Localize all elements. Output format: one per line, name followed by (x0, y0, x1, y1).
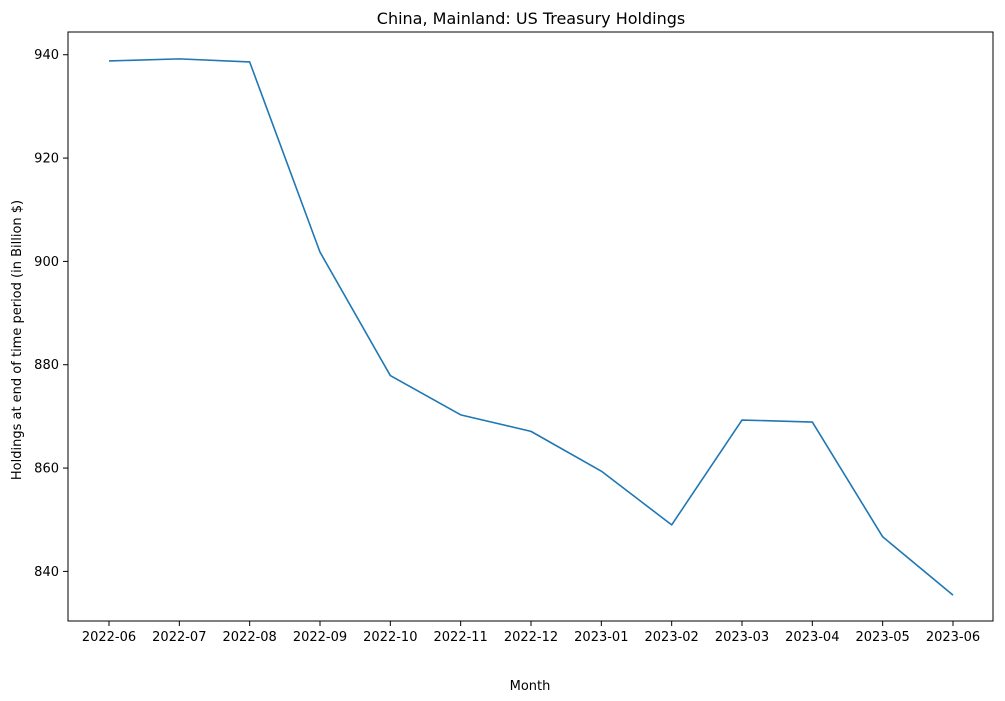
x-tick-label: 2023-05 (856, 630, 910, 645)
x-tick-label: 2023-01 (574, 630, 628, 645)
y-tick-label: 860 (34, 462, 59, 477)
x-axis: 2022-06 2022-07 2022-08 2022-09 2022-10 2022-… (82, 621, 980, 645)
x-axis-label: Month (510, 679, 551, 694)
x-tick-label: 2023-04 (785, 630, 839, 645)
x-tick-label: 2022-11 (434, 630, 488, 645)
x-tick-label: 2022-12 (504, 630, 558, 645)
series-line (108, 58, 954, 596)
x-tick-label: 2022-10 (363, 630, 417, 645)
x-tick-label: 2022-07 (152, 630, 206, 645)
y-tick-label: 940 (34, 48, 59, 63)
x-tick-label: 2023-03 (715, 630, 769, 645)
x-tick-label: 2023-06 (926, 630, 980, 645)
y-tick-label: 840 (34, 565, 59, 580)
y-axis-label: Holdings at end of time period (in Billi… (10, 200, 25, 480)
x-tick-label: 2022-08 (223, 630, 277, 645)
x-tick-label: 2022-06 (82, 630, 136, 645)
y-tick-label: 920 (34, 152, 59, 167)
y-tick-label: 900 (34, 255, 59, 270)
y-tick-label: 880 (34, 358, 59, 373)
plot-area (67, 31, 994, 622)
x-tick-label: 2022-09 (293, 630, 347, 645)
chart-title: China, Mainland: US Treasury Holdings (377, 9, 685, 28)
x-tick-label: 2023-02 (645, 630, 699, 645)
y-axis: 840 860 880 900 920 940 (34, 48, 68, 580)
